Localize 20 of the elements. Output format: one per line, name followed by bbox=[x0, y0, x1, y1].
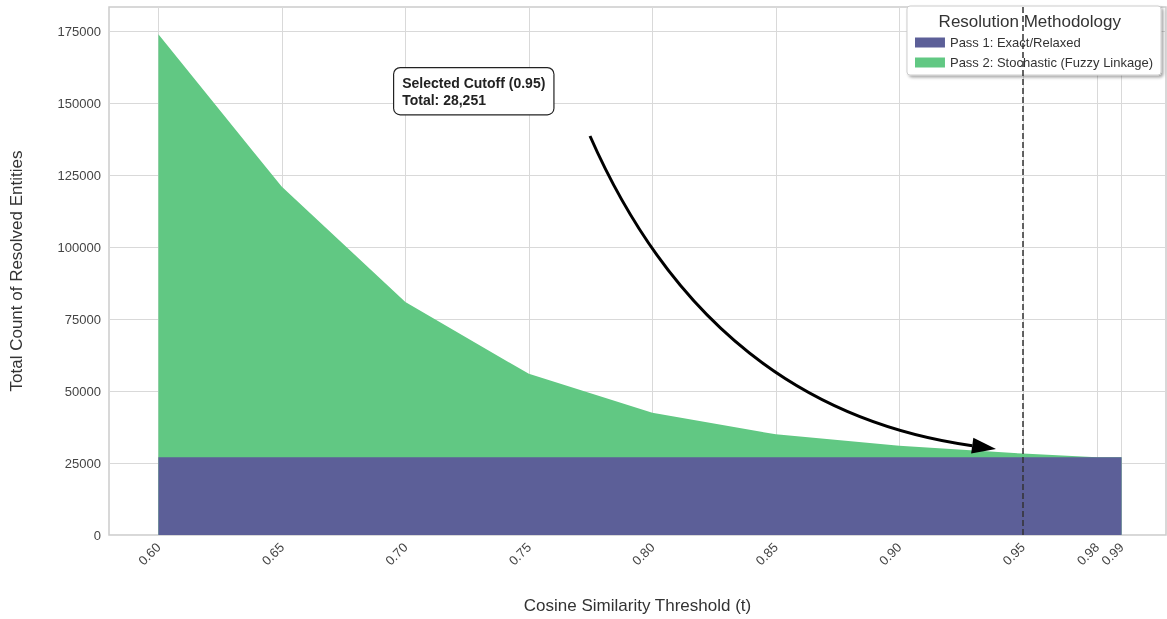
legend-title: Resolution Methodology bbox=[938, 12, 1122, 31]
y-axis-title: Total Count of Resolved Entities bbox=[7, 150, 26, 392]
x-tick-label: 0.80 bbox=[629, 539, 658, 569]
x-axis-title: Cosine Similarity Threshold (t) bbox=[523, 596, 752, 615]
y-tick-label: 100000 bbox=[57, 239, 101, 255]
y-tick-label: 0 bbox=[93, 527, 101, 543]
x-tick-label: 0.90 bbox=[876, 539, 905, 569]
y-tick-label: 175000 bbox=[57, 23, 101, 39]
legend-label: Pass 2: Stochastic (Fuzzy Linkage) bbox=[949, 55, 1153, 70]
y-tick-label: 75000 bbox=[64, 311, 101, 327]
legend-label: Pass 1: Exact/Relaxed bbox=[949, 35, 1081, 50]
y-tick-label: 125000 bbox=[57, 167, 101, 183]
y-tick-label: 25000 bbox=[64, 455, 101, 471]
x-tick-label: 0.65 bbox=[258, 539, 288, 569]
y-tick-label: 150000 bbox=[57, 95, 101, 111]
x-tick-label: 0.60 bbox=[135, 539, 164, 569]
y-tick-label: 50000 bbox=[64, 383, 101, 399]
annotation: Selected Cutoff (0.95) Total: 28,251 bbox=[402, 74, 546, 108]
x-tick-label: 0.75 bbox=[505, 539, 535, 569]
x-tick-label: 0.70 bbox=[382, 539, 411, 569]
